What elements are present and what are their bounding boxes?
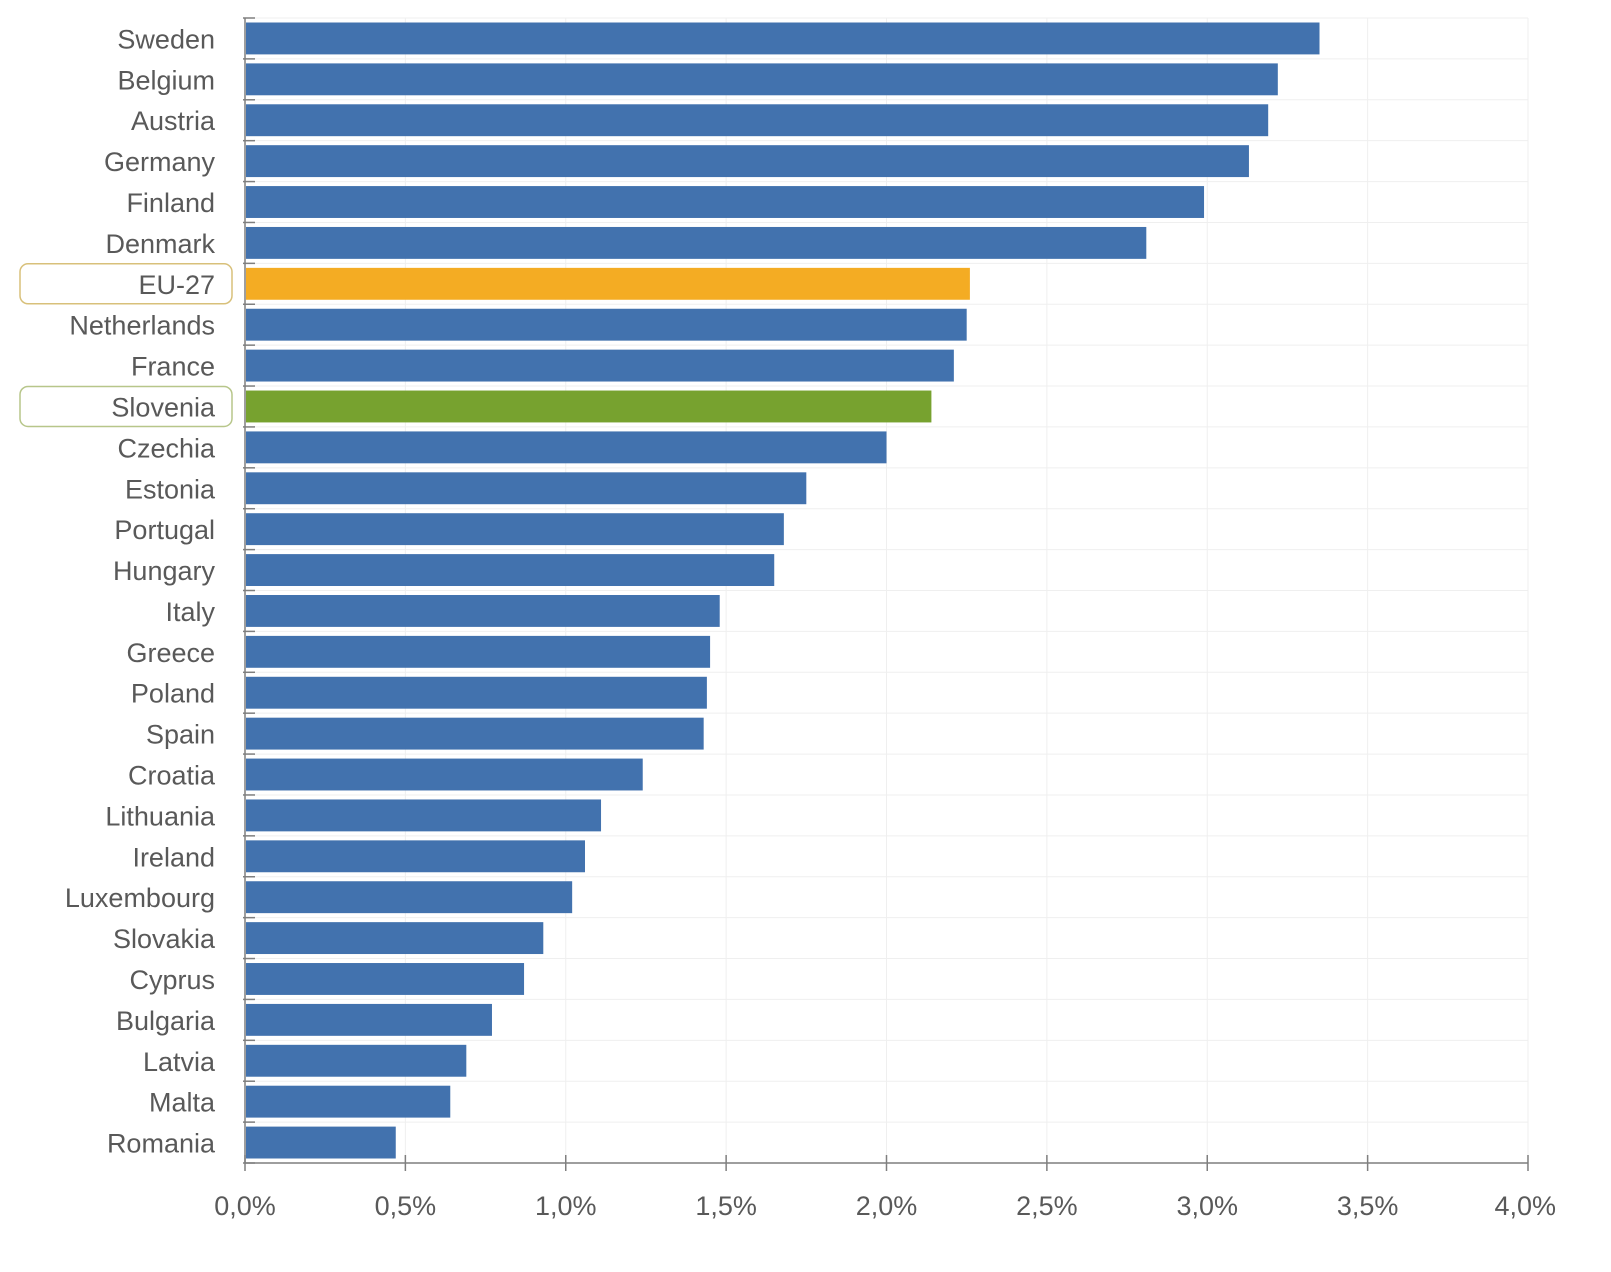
bar-malta bbox=[246, 1085, 451, 1118]
category-label: Luxembourg bbox=[65, 883, 215, 913]
bar-sweden bbox=[246, 22, 1320, 55]
category-label: Cyprus bbox=[129, 965, 215, 995]
bar-estonia bbox=[246, 472, 807, 505]
category-label: Bulgaria bbox=[116, 1006, 216, 1036]
bar-slovakia bbox=[246, 922, 544, 955]
x-tick-label: 1,5% bbox=[695, 1191, 757, 1221]
bar-hungary bbox=[246, 554, 775, 587]
category-label: Lithuania bbox=[105, 801, 216, 831]
category-label: EU-27 bbox=[138, 270, 215, 300]
bar-eu-27 bbox=[246, 267, 970, 300]
category-label: Germany bbox=[104, 147, 216, 177]
bar-italy bbox=[246, 594, 720, 627]
bar-bulgaria bbox=[246, 1003, 492, 1036]
category-label: France bbox=[131, 352, 215, 382]
bar-luxembourg bbox=[246, 881, 573, 914]
bars bbox=[246, 22, 1320, 1159]
x-tick-label: 0,0% bbox=[214, 1191, 276, 1221]
bar-romania bbox=[246, 1126, 396, 1159]
category-label: Austria bbox=[131, 106, 216, 136]
bar-austria bbox=[246, 104, 1269, 137]
category-label: Spain bbox=[146, 720, 215, 750]
bar-czechia bbox=[246, 431, 887, 464]
bar-poland bbox=[246, 676, 707, 709]
x-tick-label: 2,5% bbox=[1016, 1191, 1078, 1221]
category-label: Slovenia bbox=[111, 392, 216, 422]
bar-ireland bbox=[246, 840, 585, 873]
category-label: Portugal bbox=[114, 515, 215, 545]
category-label: Slovakia bbox=[113, 924, 216, 954]
category-label: Romania bbox=[107, 1129, 216, 1159]
x-tick-label: 1,0% bbox=[535, 1191, 597, 1221]
bar-latvia bbox=[246, 1044, 467, 1077]
highlight-label-box bbox=[19, 263, 233, 305]
x-tick-label: 0,5% bbox=[375, 1191, 437, 1221]
x-tick-label: 3,5% bbox=[1337, 1191, 1399, 1221]
category-label: Ireland bbox=[132, 842, 215, 872]
bar-finland bbox=[246, 186, 1205, 218]
bar-slovenia bbox=[246, 390, 932, 423]
category-label: Croatia bbox=[128, 761, 216, 791]
bar-greece bbox=[246, 635, 711, 668]
highlight-label-box bbox=[19, 385, 233, 428]
category-label: Finland bbox=[126, 188, 215, 218]
bar-lithuania bbox=[246, 799, 602, 832]
category-label: Estonia bbox=[125, 474, 216, 504]
category-label: Sweden bbox=[117, 24, 215, 54]
bar-belgium bbox=[246, 63, 1278, 96]
x-tick-label: 3,0% bbox=[1176, 1191, 1238, 1221]
bar-denmark bbox=[246, 226, 1147, 259]
bar-spain bbox=[246, 717, 704, 750]
category-label: Latvia bbox=[143, 1047, 216, 1077]
category-label: Italy bbox=[165, 597, 215, 627]
axes bbox=[243, 17, 1529, 1171]
gridlines bbox=[245, 17, 1529, 1164]
category-label: Poland bbox=[131, 679, 215, 709]
category-label: Netherlands bbox=[69, 311, 215, 341]
bar-portugal bbox=[246, 513, 784, 546]
category-labels: Sweden Belgium Austria Germany Finland Denmar… bbox=[19, 24, 233, 1159]
category-label: Malta bbox=[149, 1088, 216, 1118]
x-tick-label: 2,0% bbox=[856, 1191, 918, 1221]
x-tick-label: 4,0% bbox=[1494, 1191, 1556, 1221]
category-label: Hungary bbox=[113, 556, 216, 586]
bar-germany bbox=[246, 145, 1249, 178]
x-tick-labels: 0,0% 0,5% 1,0% 1,5% 2,0% 2,5% 3,0% 3,5% 4,0% bbox=[214, 1191, 1556, 1221]
bar-croatia bbox=[246, 758, 643, 791]
bar-france bbox=[246, 349, 954, 382]
category-label: Czechia bbox=[117, 433, 216, 463]
category-label: Denmark bbox=[105, 229, 215, 259]
bar-netherlands bbox=[246, 308, 967, 341]
category-label: Greece bbox=[126, 638, 215, 668]
bar-cyprus bbox=[246, 963, 525, 995]
category-label: Belgium bbox=[117, 65, 215, 95]
